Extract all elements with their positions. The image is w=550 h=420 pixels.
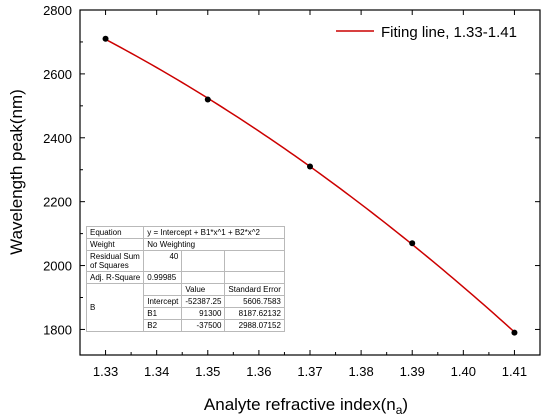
coefficient-name: B1 (143, 307, 183, 320)
x-tick-label: 1.35 (195, 364, 220, 379)
series-layer (102, 35, 518, 336)
rss-value: 40 (143, 250, 183, 272)
empty-cell (224, 271, 285, 284)
table-row: Equation y = Intercept + B1*x^1 + B2*x^2 (85, 226, 285, 239)
fit-results-table: Equation y = Intercept + B1*x^1 + B2*x^2… (85, 226, 285, 332)
x-tick-label: 1.36 (246, 364, 271, 379)
rss-label: Residual Sum of Squares (85, 250, 145, 272)
coefficient-standard-error: 5606.7583 (224, 295, 285, 308)
table-row: Adj. R-Square 0.99985 (85, 271, 285, 284)
y-tick-label: 2000 (43, 259, 72, 274)
table-row: B1 91300 8187.62132 (87, 307, 285, 320)
coefficient-standard-error: 2988.07152 (224, 319, 285, 332)
y-axis-title: Wavelength peak(nm) (7, 89, 26, 255)
table-row: B2 -37500 2988.07152 (87, 319, 285, 332)
standard-error-header: Standard Error (224, 283, 285, 296)
data-point (102, 35, 109, 42)
x-tick-label: 1.33 (93, 364, 118, 379)
y-axis-ticks: 1800 2000 2200 2400 2600 2800 (43, 3, 540, 337)
coefficient-group-label: B (85, 283, 145, 332)
coefficient-value: -52387.25 (181, 295, 226, 308)
x-tick-label: 1.37 (297, 364, 322, 379)
r2-label: Adj. R-Square (85, 271, 145, 284)
value-header: Value (181, 283, 226, 296)
x-tick-label: 1.38 (348, 364, 373, 379)
coefficient-value: 91300 (181, 307, 226, 320)
x-axis-title-subscript: a (396, 403, 403, 417)
y-tick-label: 2800 (43, 3, 72, 18)
coefficient-name: Intercept (143, 295, 183, 308)
x-tick-label: 1.39 (400, 364, 425, 379)
empty-cell (181, 271, 226, 284)
x-tick-label: 1.34 (144, 364, 169, 379)
coefficient-value: -37500 (181, 319, 226, 332)
y-tick-label: 2600 (43, 67, 72, 82)
table-row: Weight No Weighting (85, 238, 285, 251)
x-axis-ticks: 1.33 1.34 1.35 1.36 1.37 1.38 1.39 1.40 1.41 (93, 10, 527, 379)
legend: Fiting line, 1.33-1.41 (336, 24, 517, 41)
empty-cell (181, 250, 226, 272)
coefficient-name: B2 (143, 319, 183, 332)
empty-cell (224, 250, 285, 272)
equation-value: y = Intercept + B1*x^1 + B2*x^2 (143, 226, 285, 239)
data-point (204, 96, 211, 103)
x-axis-title: Analyte refractive index(na) (204, 395, 408, 417)
data-point (409, 240, 416, 247)
legend-label-fit-line: Fiting line, 1.33-1.41 (381, 24, 517, 41)
table-row: B Value Standard Error (85, 283, 285, 332)
weight-label: Weight (85, 238, 145, 251)
equation-label: Equation (85, 226, 145, 239)
weight-value: No Weighting (143, 238, 285, 251)
y-tick-label: 2200 (43, 195, 72, 210)
coefficient-standard-error: 8187.62132 (224, 307, 285, 320)
data-point (307, 163, 313, 170)
r2-value: 0.99985 (143, 271, 183, 284)
data-point (511, 329, 518, 336)
table-row: Residual Sum of Squares 40 (85, 250, 285, 272)
x-tick-label: 1.40 (451, 364, 476, 379)
empty-cell (143, 283, 183, 296)
y-tick-label: 1800 (43, 322, 72, 337)
y-tick-label: 2400 (43, 131, 72, 146)
x-tick-label: 1.41 (502, 364, 527, 379)
